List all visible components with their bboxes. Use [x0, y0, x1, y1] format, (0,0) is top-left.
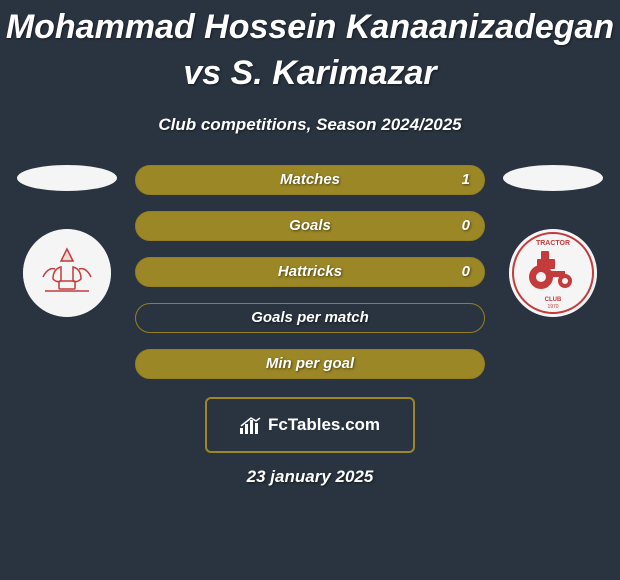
right-flag: [503, 165, 603, 191]
brand-box: FcTables.com: [205, 397, 415, 453]
stat-right-value: 1: [462, 171, 470, 188]
stat-label: Hattricks: [136, 263, 484, 280]
stat-bar-hattricks: Hattricks0: [135, 257, 485, 287]
right-column: TRACTOR CLUB 1970: [503, 165, 603, 317]
stat-bar-goals-per-match: Goals per match: [135, 303, 485, 333]
left-flag: [17, 165, 117, 191]
stat-label: Min per goal: [136, 355, 484, 372]
date-label: 23 january 2025: [5, 467, 615, 487]
svg-text:CLUB: CLUB: [545, 297, 562, 303]
stats-column: Matches1Goals0Hattricks0Goals per matchM…: [135, 165, 485, 379]
brand-label: FcTables.com: [268, 415, 380, 435]
stat-right-value: 0: [462, 263, 470, 280]
left-team-logo: [23, 229, 111, 317]
svg-text:TRACTOR: TRACTOR: [536, 240, 570, 247]
svg-text:1970: 1970: [547, 304, 558, 310]
tractor-icon: TRACTOR CLUB 1970: [509, 229, 597, 317]
chart-icon: [240, 416, 262, 434]
persepolis-icon: [23, 229, 111, 317]
stat-label: Goals per match: [136, 309, 484, 326]
stat-label: Matches: [136, 171, 484, 188]
stat-label: Goals: [136, 217, 484, 234]
main-row: Matches1Goals0Hattricks0Goals per matchM…: [5, 165, 615, 379]
stat-bar-goals: Goals0: [135, 211, 485, 241]
left-column: [17, 165, 117, 317]
stat-right-value: 0: [462, 217, 470, 234]
infographic-root: Mohammad Hossein Kanaanizadegan vs S. Ka…: [0, 0, 620, 580]
stat-bar-matches: Matches1: [135, 165, 485, 195]
page-title: Mohammad Hossein Kanaanizadegan vs S. Ka…: [5, 5, 615, 97]
stat-bar-min-per-goal: Min per goal: [135, 349, 485, 379]
subtitle: Club competitions, Season 2024/2025: [5, 115, 615, 135]
right-team-logo: TRACTOR CLUB 1970: [509, 229, 597, 317]
